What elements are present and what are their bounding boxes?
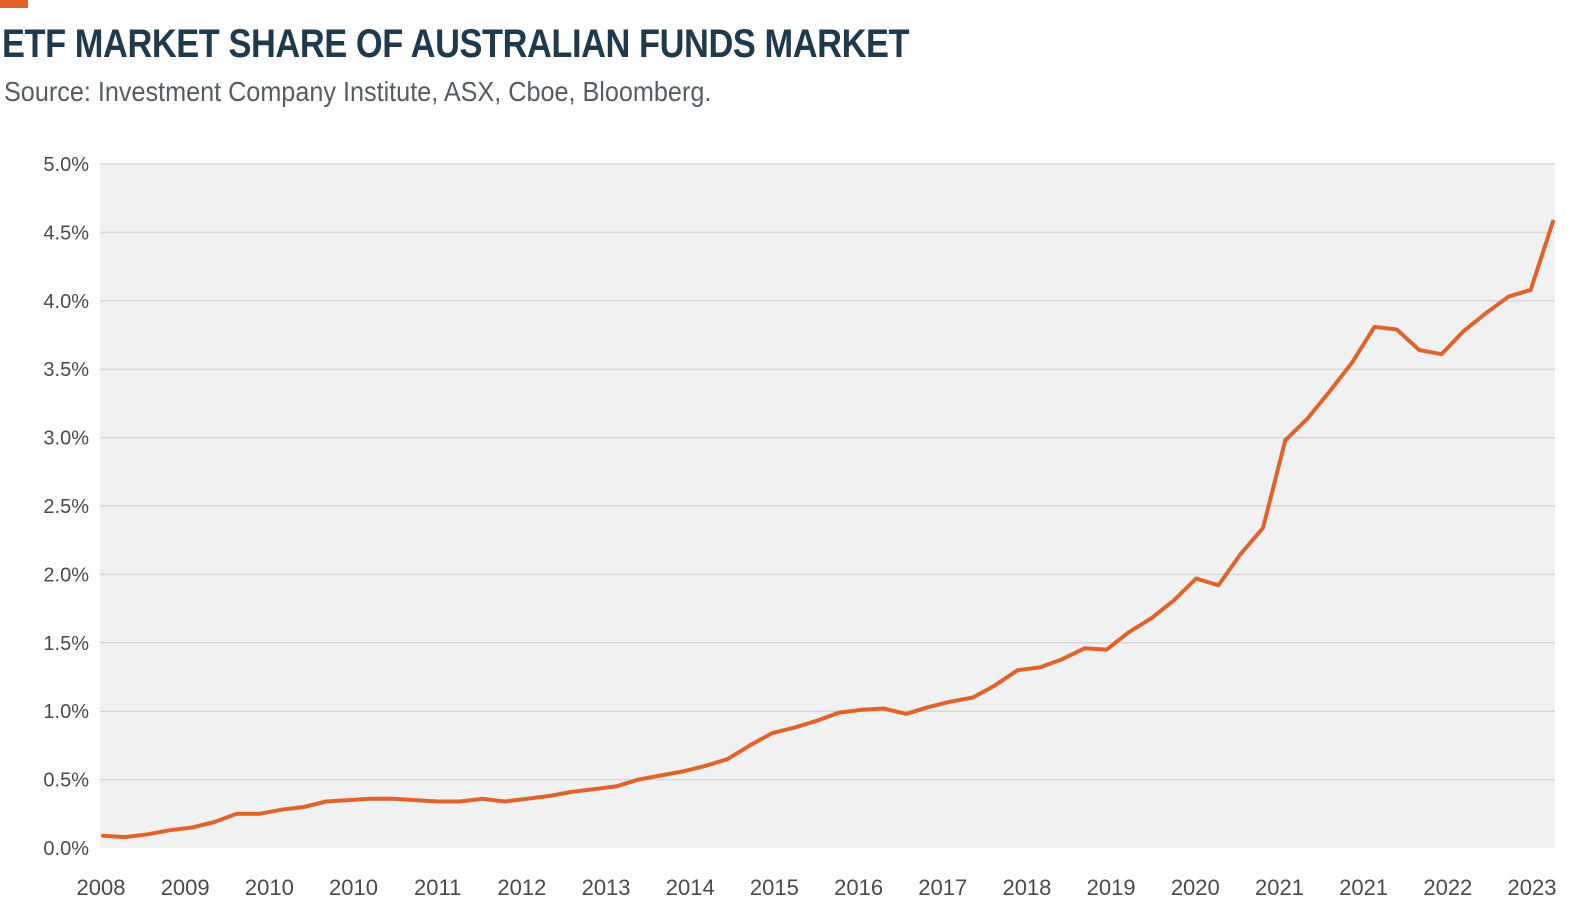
x-tick-label: 2014 <box>666 875 715 900</box>
x-tick-label: 2019 <box>1087 875 1136 900</box>
accent-tab <box>0 0 28 8</box>
chart-source: Source: Investment Company Institute, AS… <box>4 76 712 107</box>
x-axis-labels: 2008 2009 2010 2010 2011 2012 2013 2014 2015 2016… <box>77 875 1557 900</box>
line-chart: 0.0% 0.5% 1.0% 1.5% 2.0% 2.5% 3.0% 3.5% 4.0% 4.5%… <box>43 154 1557 900</box>
x-tick-label: 2017 <box>918 875 967 900</box>
x-tick-label: 2008 <box>77 875 126 900</box>
x-tick-label: 2010 <box>245 875 294 900</box>
y-tick-label: 5.0% <box>43 154 89 176</box>
y-tick-label: 4.0% <box>43 291 89 313</box>
grid-lines <box>100 163 1555 781</box>
x-tick-label: 2015 <box>750 875 799 900</box>
chart-title: ETF MARKET SHARE OF AUSTRALIAN FUNDS MAR… <box>2 22 910 66</box>
x-tick-label: 2021 <box>1339 875 1388 900</box>
y-tick-label: 1.5% <box>43 633 89 655</box>
y-tick-label: 4.5% <box>43 222 89 244</box>
x-tick-label: 2011 <box>414 875 461 900</box>
y-tick-label: 0.5% <box>43 770 89 792</box>
etf-share-line <box>101 219 1555 840</box>
x-tick-label: 2022 <box>1423 875 1472 900</box>
x-tick-label: 2009 <box>161 875 210 900</box>
x-tick-label: 2023 <box>1508 875 1557 900</box>
x-tick-label: 2016 <box>834 875 883 900</box>
x-tick-label: 2012 <box>497 875 546 900</box>
x-tick-label: 2013 <box>582 875 631 900</box>
y-tick-label: 2.0% <box>43 564 89 586</box>
x-tick-label: 2021 <box>1255 875 1304 900</box>
y-tick-label: 1.0% <box>43 701 89 723</box>
y-tick-label: 0.0% <box>43 838 89 860</box>
y-tick-label: 3.5% <box>43 359 89 381</box>
series-line <box>101 219 1555 840</box>
x-tick-label: 2020 <box>1171 875 1220 900</box>
y-tick-label: 2.5% <box>43 496 89 518</box>
x-tick-label: 2010 <box>329 875 378 900</box>
x-tick-label: 2018 <box>1002 875 1051 900</box>
y-tick-label: 3.0% <box>43 428 89 450</box>
y-axis-labels: 0.0% 0.5% 1.0% 1.5% 2.0% 2.5% 3.0% 3.5% 4.0% 4.5%… <box>43 154 89 860</box>
